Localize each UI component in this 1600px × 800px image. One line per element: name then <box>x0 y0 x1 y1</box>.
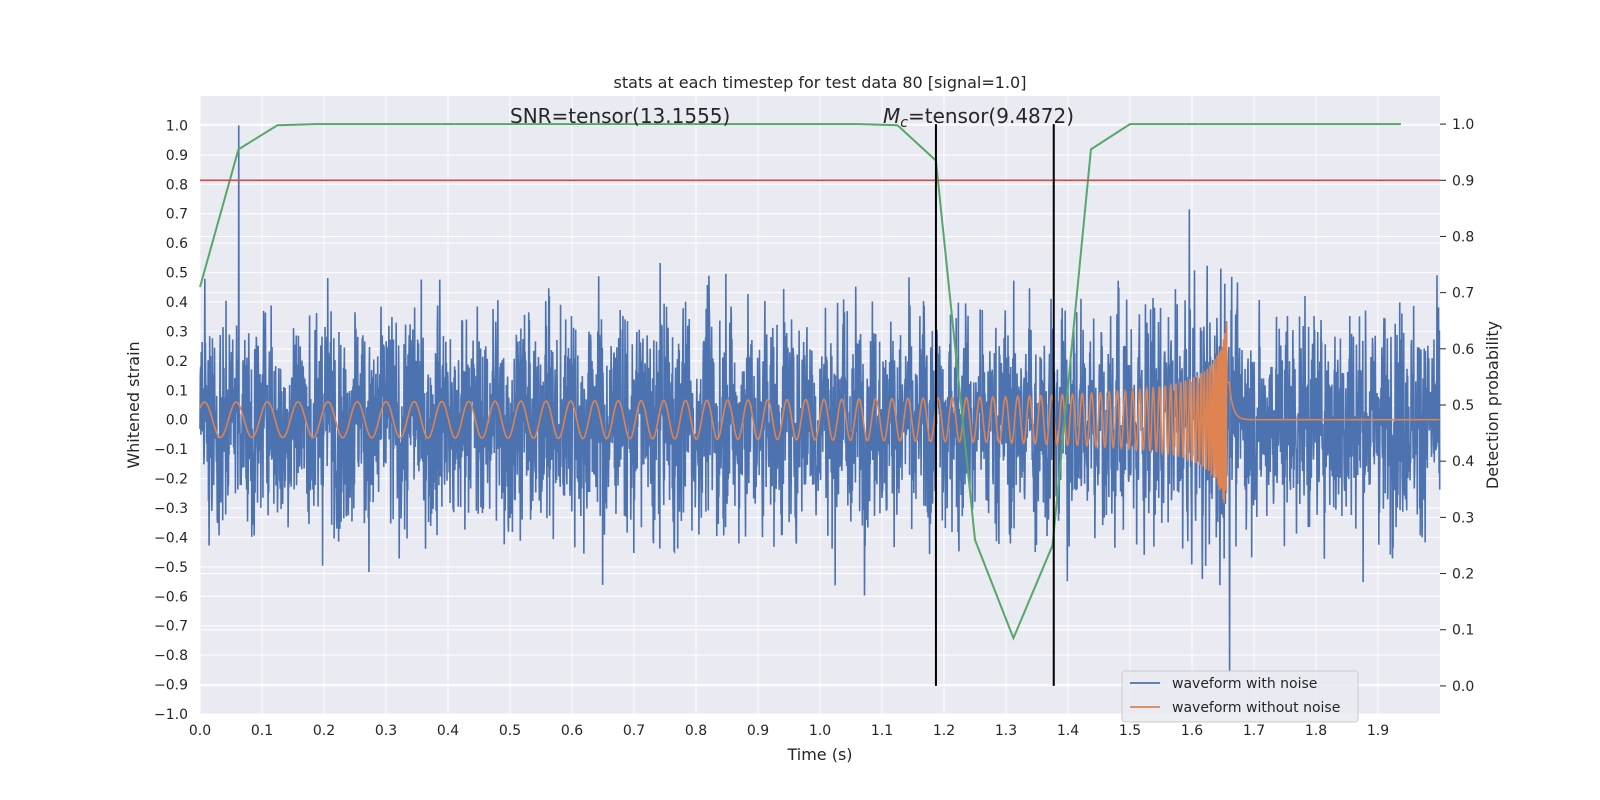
y2-tick-label: 0.6 <box>1452 342 1474 358</box>
y-tick-label: 0.7 <box>166 207 188 223</box>
y-tick-label: 1.0 <box>166 118 188 134</box>
y2-tick-label: 0.1 <box>1452 623 1474 639</box>
series-detection-probability <box>199 123 1401 641</box>
x-tick-label: 1.3 <box>995 723 1017 739</box>
x-tick-label: 0.4 <box>437 723 459 739</box>
y-tick-label: 0.3 <box>166 324 188 340</box>
y2-tick-label: 0.4 <box>1452 454 1474 470</box>
x-axis-ticks: 0.0 0.1 0.2 0.3 0.4 0.5 0.6 0.7 0.8 0.9 1.0 1.1 1.2 1… <box>189 723 1389 739</box>
y2-axis-ticks: 1.0 0.9 0.8 0.7 0.6 0.5 0.4 0.3 0.2 0.1 0.0 <box>1440 117 1474 695</box>
x-tick-label: 1.7 <box>1243 723 1265 739</box>
x-tick-label: 0.2 <box>313 723 335 739</box>
chirp-mass-annotation: Mc=tensor(9.4872) <box>883 104 1074 131</box>
y-tick-label: 0.9 <box>166 148 188 164</box>
chirp-mass-symbol: M <box>883 104 900 128</box>
y-tick-label: −0.4 <box>154 530 188 546</box>
y-axis-ticks: 1.0 0.9 0.8 0.7 0.6 0.5 0.4 0.3 0.2 0.1 0.0 −0.1 −0.… <box>154 118 188 723</box>
x-tick-label: 0.9 <box>747 723 769 739</box>
x-tick-label: 0.7 <box>623 723 645 739</box>
x-tick-label: 1.2 <box>933 723 955 739</box>
legend: waveform with noise waveform without noi… <box>1121 670 1359 723</box>
x-axis-label: Time (s) <box>786 745 852 764</box>
marker-lines <box>934 124 1055 686</box>
x-tick-label: 1.6 <box>1181 723 1203 739</box>
y-tick-label: 0.6 <box>166 236 188 252</box>
y-tick-label: −0.3 <box>154 501 188 517</box>
legend-label-clean: waveform without noise <box>1172 700 1340 716</box>
snr-annotation: SNR=tensor(13.1555) <box>510 104 730 128</box>
y2-tick-label: 0.9 <box>1452 173 1474 189</box>
y-tick-label: −0.7 <box>154 619 188 635</box>
waveform-without-noise-line <box>199 322 1440 503</box>
y-tick-label: −0.2 <box>154 472 188 488</box>
y-tick-label: −0.9 <box>154 678 188 694</box>
y-tick-label: 0.5 <box>166 266 188 282</box>
x-tick-label: 1.4 <box>1057 723 1079 739</box>
x-tick-label: 1.9 <box>1367 723 1389 739</box>
y-tick-label: 0.2 <box>166 354 188 370</box>
x-tick-label: 0.5 <box>499 723 521 739</box>
chirp-mass-value: =tensor(9.4872) <box>908 104 1074 128</box>
y-tick-label: 0.0 <box>166 413 188 429</box>
chart-title: stats at each timestep for test data 80 … <box>614 73 1027 92</box>
y2-tick-label: 0.2 <box>1452 567 1474 583</box>
y2-axis-label: Detection probability <box>1483 321 1502 489</box>
series-waveform-without-noise <box>199 322 1440 503</box>
y2-tick-label: 0.3 <box>1452 510 1474 526</box>
x-tick-label: 0.8 <box>685 723 707 739</box>
y-axis-label: Whitened strain <box>124 341 143 468</box>
legend-box <box>1121 670 1359 723</box>
x-tick-label: 1.5 <box>1119 723 1141 739</box>
y-tick-label: −0.6 <box>154 589 188 605</box>
y2-tick-label: 0.5 <box>1452 398 1474 414</box>
legend-label-noise: waveform with noise <box>1172 676 1317 692</box>
chirp-mass-subscript: c <box>900 115 908 131</box>
y-tick-label: 0.8 <box>166 177 188 193</box>
y2-tick-label: 1.0 <box>1452 117 1474 133</box>
y-tick-label: −0.1 <box>154 442 188 458</box>
x-tick-label: 0.3 <box>375 723 397 739</box>
x-tick-label: 0.6 <box>561 723 583 739</box>
x-tick-label: 0.0 <box>189 723 211 739</box>
x-tick-label: 0.1 <box>251 723 273 739</box>
x-tick-label: 1.0 <box>809 723 831 739</box>
y2-tick-label: 0.7 <box>1452 286 1474 302</box>
y-tick-label: −1.0 <box>154 707 188 723</box>
y-tick-label: −0.5 <box>154 560 188 576</box>
y-tick-label: 0.1 <box>166 383 188 399</box>
x-tick-label: 1.8 <box>1305 723 1327 739</box>
y2-tick-label: 0.8 <box>1452 229 1474 245</box>
y2-tick-label: 0.0 <box>1452 679 1474 695</box>
x-tick-label: 1.1 <box>871 723 893 739</box>
y-tick-label: 0.4 <box>166 295 188 311</box>
detection-probability-line <box>199 123 1401 641</box>
y-tick-label: −0.8 <box>154 648 188 664</box>
